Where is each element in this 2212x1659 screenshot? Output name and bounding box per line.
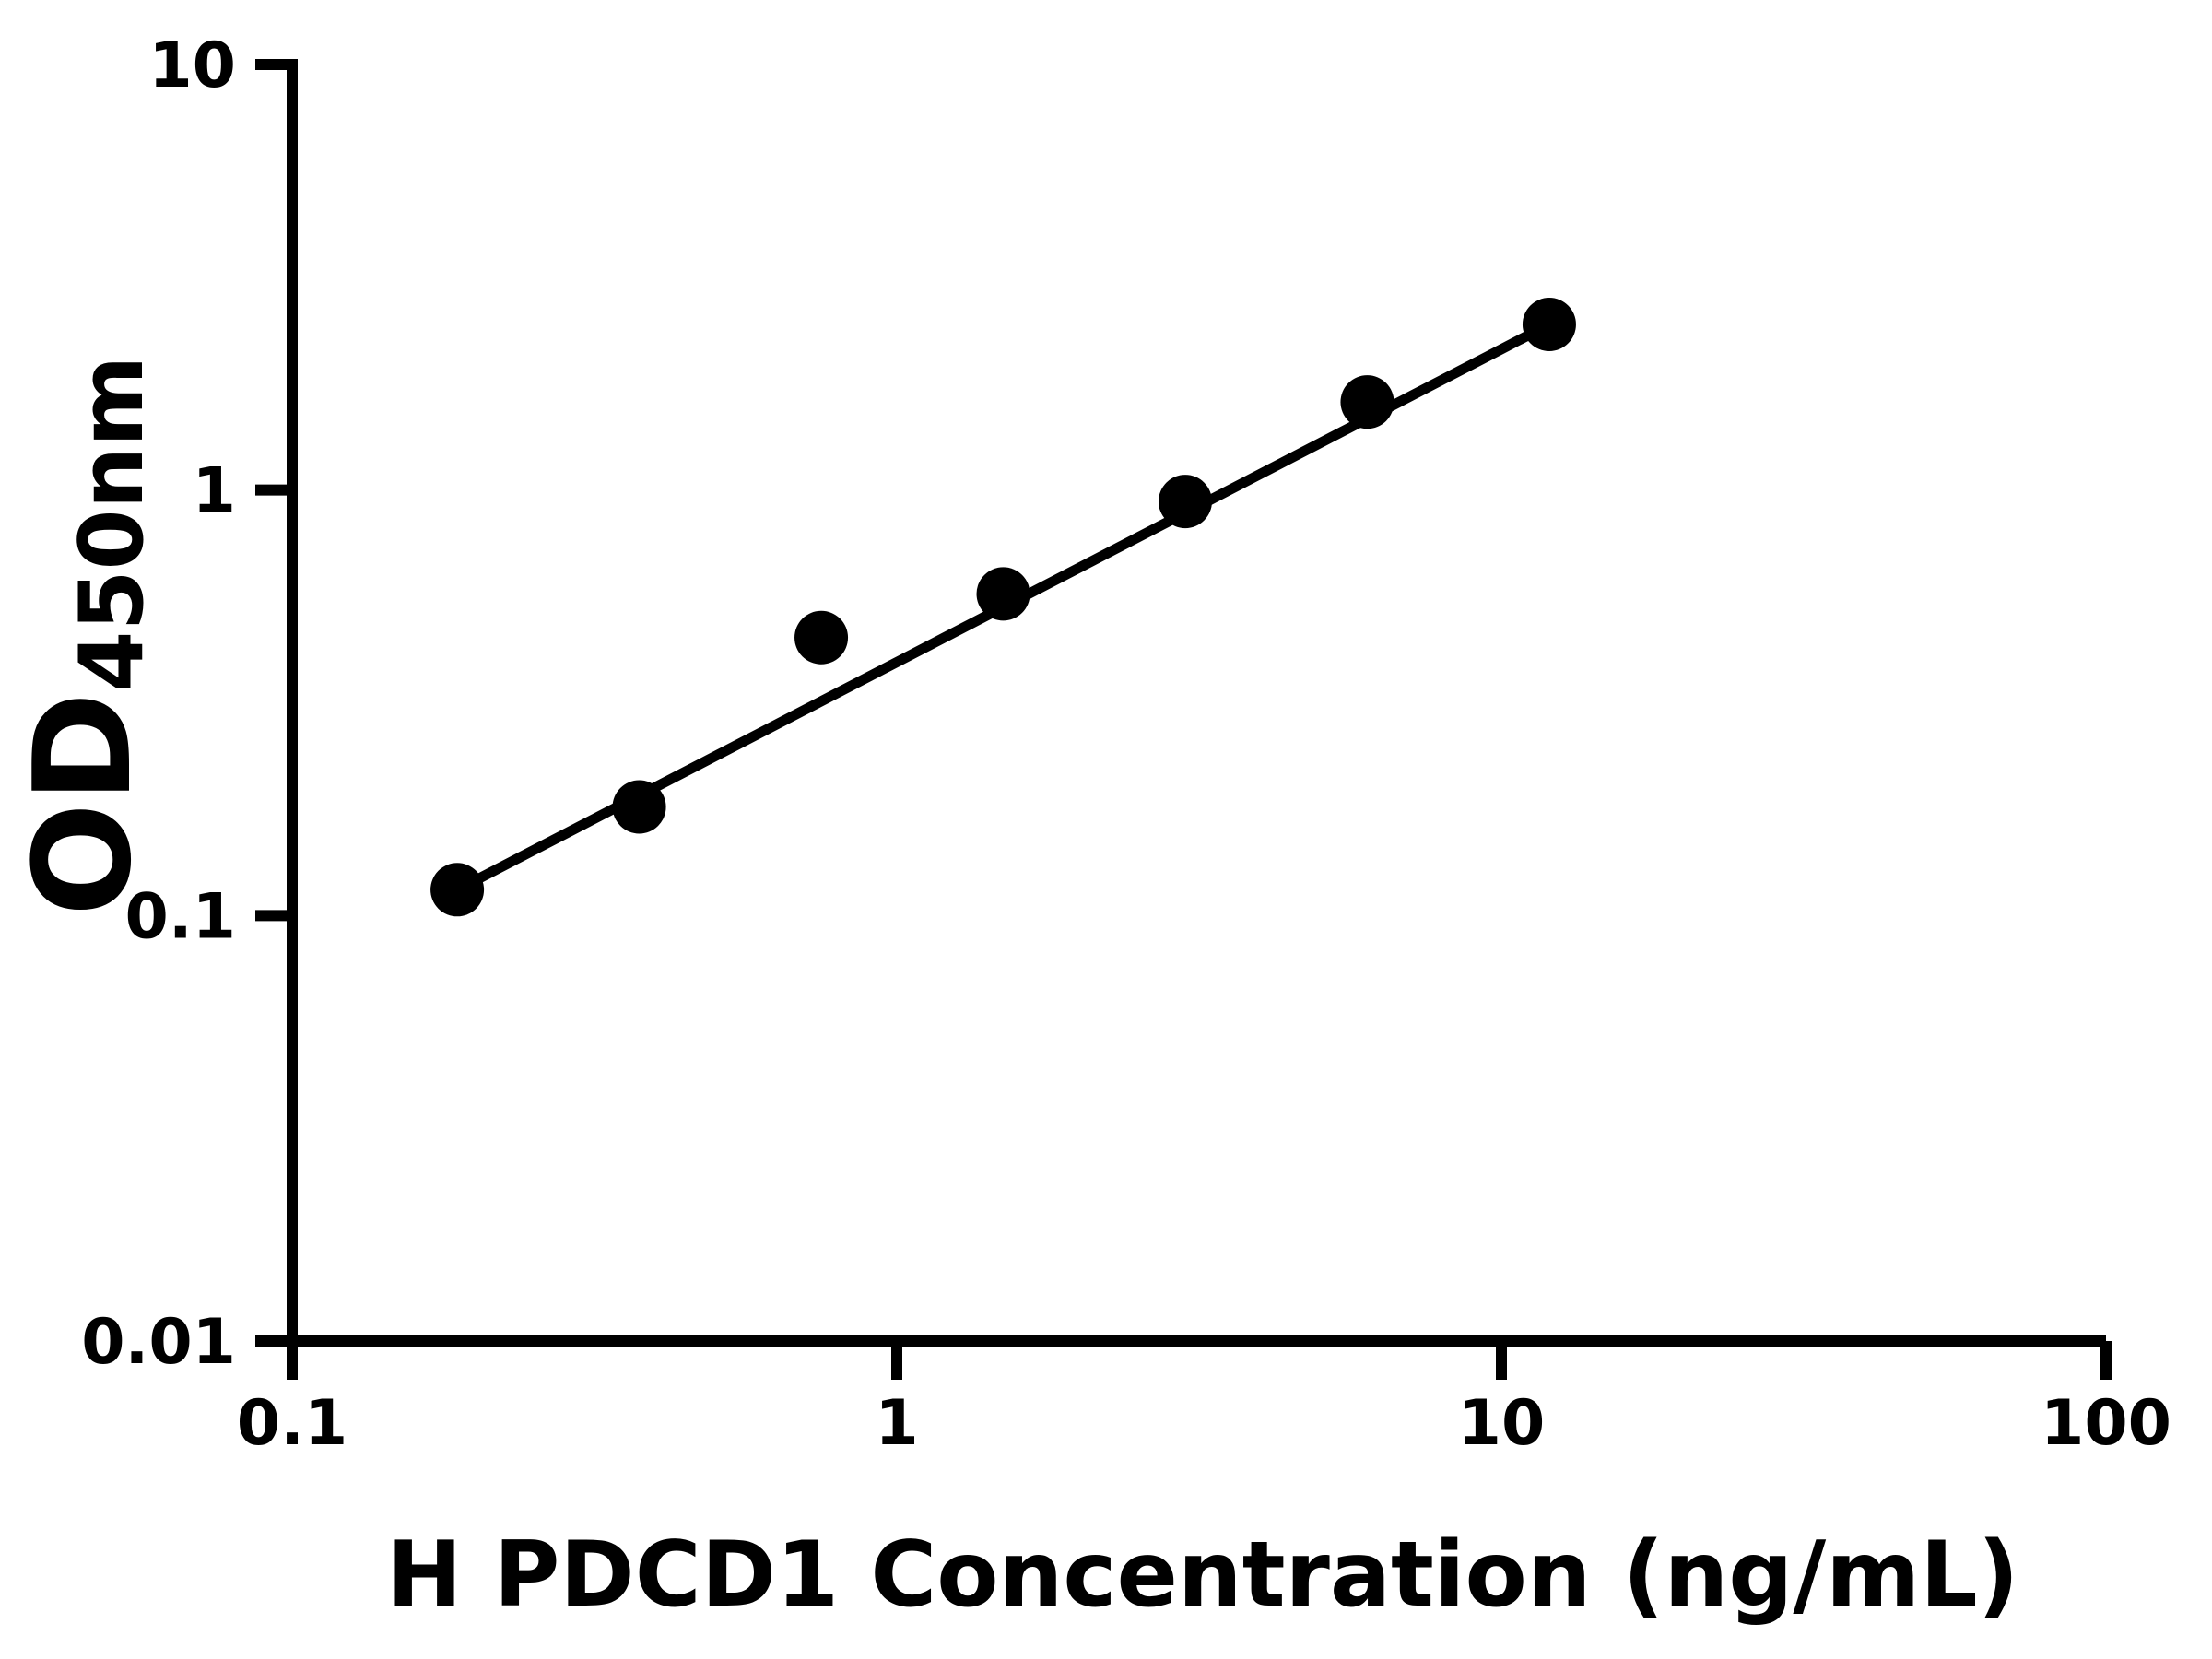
axis-spine xyxy=(287,59,2106,1347)
data-point xyxy=(1158,475,1212,529)
data-point xyxy=(1340,375,1394,429)
data-point xyxy=(794,610,849,665)
y-tick-label: 10 xyxy=(148,29,236,102)
y-tick-label: 0.1 xyxy=(125,880,236,953)
data-point xyxy=(1522,298,1576,352)
x-tick-label: 1 xyxy=(875,1387,918,1460)
x-tick-label: 10 xyxy=(1458,1387,1546,1460)
data-point xyxy=(976,567,1030,621)
y-tick-label: 0.01 xyxy=(81,1306,236,1379)
y-axis-title: OD450nm xyxy=(6,356,163,917)
x-tick-label: 100 xyxy=(2041,1387,2171,1460)
y-tick-label: 1 xyxy=(193,455,236,528)
y-axis-title-main: OD xyxy=(6,692,161,917)
data-point xyxy=(430,863,485,917)
data-point xyxy=(612,780,666,834)
x-tick-label: 0.1 xyxy=(237,1387,347,1460)
x-axis-title: H PDCD1 Concentration (ng/mL) xyxy=(386,1523,2018,1628)
series-layer xyxy=(430,298,1576,917)
y-axis-title-subscript: 450nm xyxy=(62,356,163,692)
